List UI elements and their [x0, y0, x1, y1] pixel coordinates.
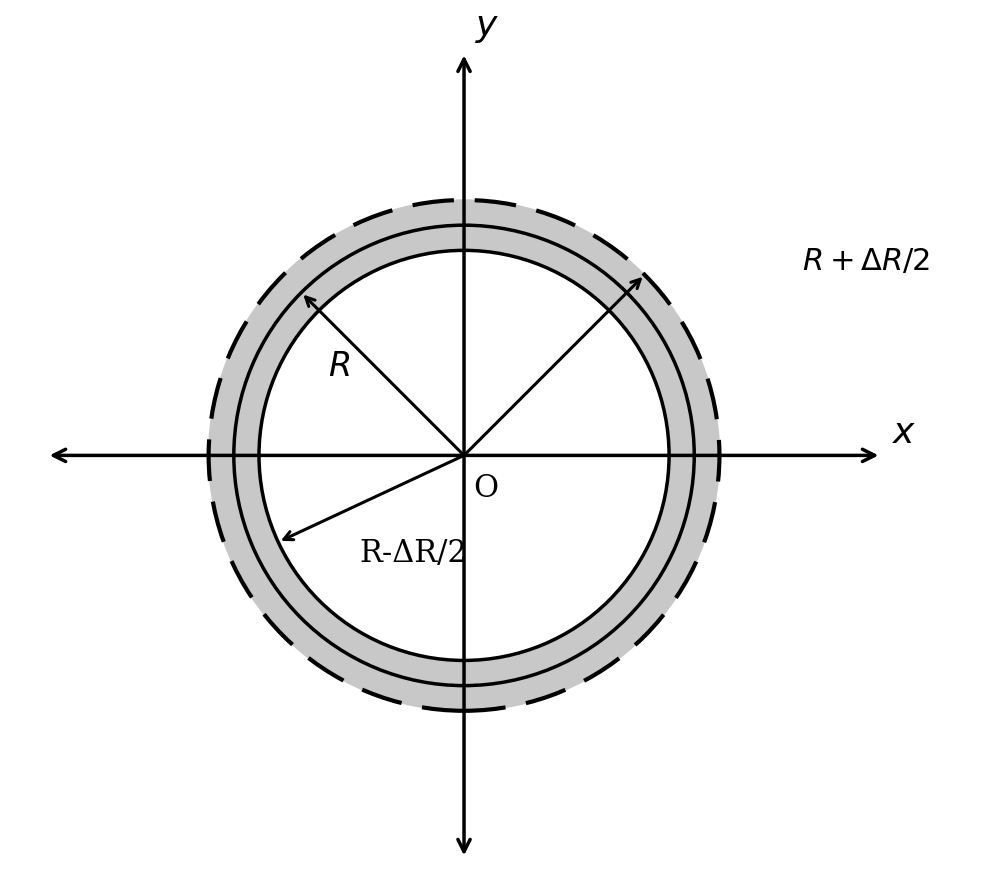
Circle shape	[209, 200, 719, 711]
Text: $y$: $y$	[475, 12, 500, 46]
Text: $R$: $R$	[328, 350, 350, 383]
Text: $R+\Delta R/2$: $R+\Delta R/2$	[802, 246, 930, 276]
Circle shape	[259, 250, 669, 661]
Text: O: O	[473, 474, 499, 504]
Text: $x$: $x$	[892, 416, 917, 450]
Text: R-ΔR/2: R-ΔR/2	[360, 538, 468, 569]
